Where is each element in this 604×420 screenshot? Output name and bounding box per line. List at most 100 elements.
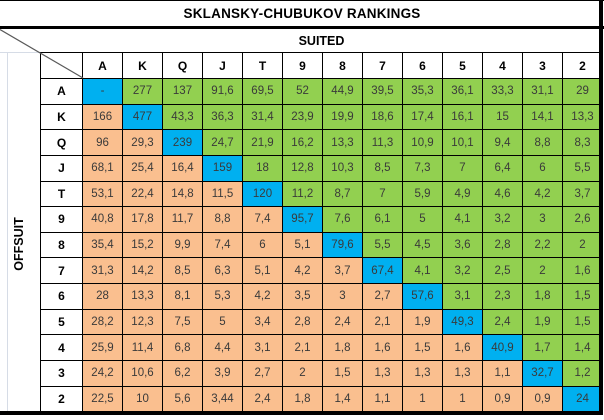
cell-T-7[interactable]: 7 <box>363 181 403 208</box>
cell-5-A[interactable]: 28,2 <box>83 309 123 336</box>
cell-J-9[interactable]: 12,8 <box>283 155 323 182</box>
cell-A-3[interactable]: 31,1 <box>523 79 563 105</box>
cell-J-T[interactable]: 18 <box>243 155 283 182</box>
cell-A-6[interactable]: 35,3 <box>403 79 443 105</box>
cell-Q-T[interactable]: 21,9 <box>243 130 283 156</box>
cell-K-3[interactable]: 14,1 <box>523 104 563 131</box>
cell-K-6[interactable]: 17,4 <box>403 104 443 131</box>
cell-7-6[interactable]: 4,1 <box>403 258 443 284</box>
cell-6-4[interactable]: 2,3 <box>483 284 523 310</box>
col-header-2[interactable]: 2 <box>563 53 603 79</box>
cell-A-9[interactable]: 52 <box>283 79 323 105</box>
cell-6-2[interactable]: 1,5 <box>563 284 603 310</box>
cell-6-3[interactable]: 1,8 <box>523 284 563 310</box>
cell-J-6[interactable]: 7,3 <box>403 155 443 182</box>
cell-9-4[interactable]: 3,2 <box>483 207 523 233</box>
row-header-2[interactable]: 2 <box>41 386 83 413</box>
cell-3-8[interactable]: 1,5 <box>323 360 363 387</box>
cell-4-K[interactable]: 11,4 <box>123 335 163 361</box>
cell-Q-4[interactable]: 9,4 <box>483 130 523 156</box>
cell-9-8[interactable]: 7,6 <box>323 207 363 233</box>
cell-2-3[interactable]: 0,9 <box>523 386 563 413</box>
cell-A-A[interactable]: - <box>83 79 123 105</box>
cell-6-5[interactable]: 3,1 <box>443 284 483 310</box>
cell-T-T[interactable]: 120 <box>243 181 283 208</box>
cell-5-K[interactable]: 12,3 <box>123 309 163 336</box>
row-header-K[interactable]: K <box>41 104 83 131</box>
cell-Q-Q[interactable]: 239 <box>163 130 203 156</box>
cell-A-5[interactable]: 36,1 <box>443 79 483 105</box>
col-header-3[interactable]: 3 <box>523 53 563 79</box>
cell-8-T[interactable]: 6 <box>243 232 283 259</box>
cell-2-8[interactable]: 1,4 <box>323 386 363 413</box>
cell-5-7[interactable]: 2,1 <box>363 309 403 336</box>
col-header-7[interactable]: 7 <box>363 53 403 79</box>
cell-T-Q[interactable]: 14,8 <box>163 181 203 208</box>
cell-Q-3[interactable]: 8,8 <box>523 130 563 156</box>
cell-8-5[interactable]: 3,6 <box>443 232 483 259</box>
cell-T-A[interactable]: 53,1 <box>83 181 123 208</box>
cell-K-T[interactable]: 31,4 <box>243 104 283 131</box>
cell-7-A[interactable]: 31,3 <box>83 258 123 284</box>
cell-3-5[interactable]: 1,3 <box>443 360 483 387</box>
cell-9-K[interactable]: 17,8 <box>123 207 163 233</box>
cell-5-2[interactable]: 1,5 <box>563 309 603 336</box>
corner-cell[interactable] <box>41 53 83 79</box>
cell-Q-8[interactable]: 13,3 <box>323 130 363 156</box>
cell-K-Q[interactable]: 43,3 <box>163 104 203 131</box>
cell-2-7[interactable]: 1,1 <box>363 386 403 413</box>
cell-2-K[interactable]: 10 <box>123 386 163 413</box>
col-header-A[interactable]: A <box>83 53 123 79</box>
cell-8-Q[interactable]: 9,9 <box>163 232 203 259</box>
cell-K-4[interactable]: 15 <box>483 104 523 131</box>
cell-6-6[interactable]: 57,6 <box>403 284 443 310</box>
cell-4-Q[interactable]: 6,8 <box>163 335 203 361</box>
col-header-K[interactable]: K <box>123 53 163 79</box>
cell-A-K[interactable]: 277 <box>123 79 163 105</box>
cell-J-Q[interactable]: 16,4 <box>163 155 203 182</box>
cell-T-2[interactable]: 3,7 <box>563 181 603 208</box>
cell-2-Q[interactable]: 5,6 <box>163 386 203 413</box>
col-header-Q[interactable]: Q <box>163 53 203 79</box>
col-header-T[interactable]: T <box>243 53 283 79</box>
row-header-7[interactable]: 7 <box>41 258 83 284</box>
cell-5-8[interactable]: 2,4 <box>323 309 363 336</box>
cell-5-9[interactable]: 2,8 <box>283 309 323 336</box>
col-header-6[interactable]: 6 <box>403 53 443 79</box>
cell-4-6[interactable]: 1,5 <box>403 335 443 361</box>
cell-8-3[interactable]: 2,2 <box>523 232 563 259</box>
cell-9-2[interactable]: 2,6 <box>563 207 603 233</box>
cell-3-4[interactable]: 1,1 <box>483 360 523 387</box>
col-header-9[interactable]: 9 <box>283 53 323 79</box>
row-header-Q[interactable]: Q <box>41 130 83 156</box>
cell-7-8[interactable]: 3,7 <box>323 258 363 284</box>
cell-8-A[interactable]: 35,4 <box>83 232 123 259</box>
cell-K-K[interactable]: 477 <box>123 104 163 131</box>
cell-T-3[interactable]: 4,2 <box>523 181 563 208</box>
cell-J-2[interactable]: 5,5 <box>563 155 603 182</box>
cell-7-3[interactable]: 2 <box>523 258 563 284</box>
cell-4-A[interactable]: 25,9 <box>83 335 123 361</box>
cell-Q-6[interactable]: 10,9 <box>403 130 443 156</box>
cell-3-J[interactable]: 3,9 <box>203 360 243 387</box>
row-header-6[interactable]: 6 <box>41 284 83 310</box>
cell-4-3[interactable]: 1,7 <box>523 335 563 361</box>
cell-8-9[interactable]: 5,1 <box>283 232 323 259</box>
col-header-4[interactable]: 4 <box>483 53 523 79</box>
cell-T-5[interactable]: 4,9 <box>443 181 483 208</box>
cell-A-8[interactable]: 44,9 <box>323 79 363 105</box>
cell-6-8[interactable]: 3 <box>323 284 363 310</box>
cell-2-6[interactable]: 1 <box>403 386 443 413</box>
cell-7-Q[interactable]: 8,5 <box>163 258 203 284</box>
cell-9-5[interactable]: 4,1 <box>443 207 483 233</box>
cell-J-5[interactable]: 7 <box>443 155 483 182</box>
row-header-8[interactable]: 8 <box>41 232 83 259</box>
cell-3-Q[interactable]: 6,2 <box>163 360 203 387</box>
cell-6-T[interactable]: 4,2 <box>243 284 283 310</box>
cell-K-7[interactable]: 18,6 <box>363 104 403 131</box>
cell-8-4[interactable]: 2,8 <box>483 232 523 259</box>
cell-T-J[interactable]: 11,5 <box>203 181 243 208</box>
cell-6-K[interactable]: 13,3 <box>123 284 163 310</box>
cell-Q-7[interactable]: 11,3 <box>363 130 403 156</box>
cell-8-K[interactable]: 15,2 <box>123 232 163 259</box>
